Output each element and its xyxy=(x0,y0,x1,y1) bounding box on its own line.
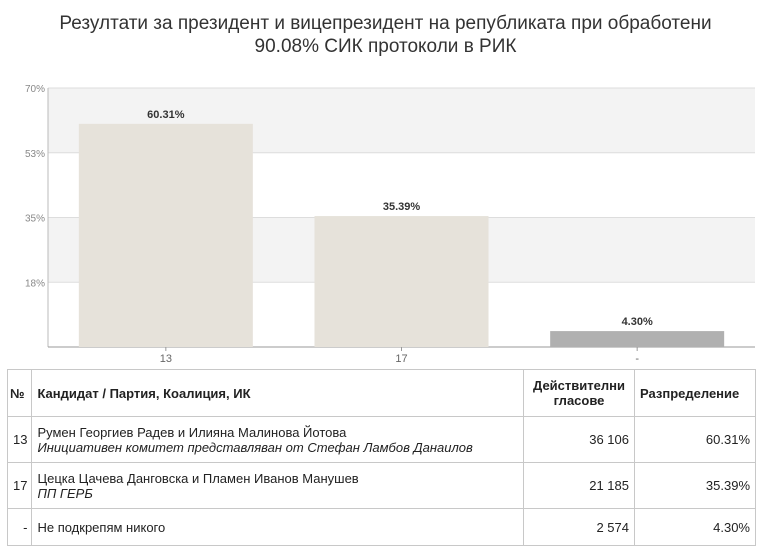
y-tick-label: 70% xyxy=(25,84,45,95)
header-share: Разпределение xyxy=(634,369,756,417)
row-votes: 21 185 xyxy=(523,462,635,509)
chart-title: Резултати за президент и вицепрезидент н… xyxy=(0,12,771,58)
table-row: - Не подкрепям никого 2 574 4.30% xyxy=(6,508,756,546)
table-row: 17 Цецка Цачева Данговска и Пламен Ивано… xyxy=(6,462,756,509)
x-tick-label: 13 xyxy=(160,353,172,365)
x-tick-label: - xyxy=(635,353,639,365)
row-number: 13 xyxy=(6,416,33,463)
bar xyxy=(550,331,725,347)
candidate-name: Цецка Цачева Данговска и Пламен Иванов М… xyxy=(37,470,359,486)
row-share: 4.30% xyxy=(634,508,756,546)
row-candidate: Цецка Цачева Данговска и Пламен Иванов М… xyxy=(31,462,524,509)
row-candidate: Румен Георгиев Радев и Илияна Малинова Й… xyxy=(31,416,524,463)
header-number: № xyxy=(6,369,33,417)
bar xyxy=(78,123,253,347)
row-votes: 2 574 xyxy=(523,508,635,546)
bar xyxy=(314,216,489,347)
party-name: ПП ГЕРБ xyxy=(37,485,93,501)
table-row: 13 Румен Георгиев Радев и Илияна Малинов… xyxy=(6,416,756,463)
data-label: 35.39% xyxy=(383,201,421,213)
row-number: - xyxy=(6,508,33,546)
data-label: 4.30% xyxy=(622,316,653,328)
row-share: 35.39% xyxy=(634,462,756,509)
table-header-row: № Кандидат / Партия, Коалиция, ИК Действ… xyxy=(6,369,756,417)
y-tick-label: 18% xyxy=(25,278,45,289)
y-tick-label: 35% xyxy=(25,214,45,225)
header-votes: Действителни гласове xyxy=(523,369,635,417)
party-name: Инициативен комитет представляван от Сте… xyxy=(37,439,473,455)
chart-title-line-2: 90.08% СИК протоколи в РИК xyxy=(254,36,517,57)
y-tick-label: 53% xyxy=(25,149,45,160)
results-table: № Кандидат / Партия, Коалиция, ИК Действ… xyxy=(6,369,756,546)
header-votes-line-2: гласове xyxy=(553,393,605,408)
row-candidate: Не подкрепям никого xyxy=(31,508,524,546)
bar-chart: 18% 35% 53% 70% 60.31% 13 35.39% 17 4.30% - xyxy=(25,84,755,365)
header-votes-line-1: Действителни xyxy=(533,378,625,393)
candidate-name: Не подкрепям никого xyxy=(37,519,166,535)
row-number: 17 xyxy=(6,462,33,509)
header-candidate: Кандидат / Партия, Коалиция, ИК xyxy=(31,369,524,417)
candidate-name: Румен Георгиев Радев и Илияна Малинова Й… xyxy=(37,424,347,440)
row-share: 60.31% xyxy=(634,416,756,463)
chart-title-line-1: Резултати за президент и вицепрезидент н… xyxy=(59,13,712,34)
row-votes: 36 106 xyxy=(523,416,635,463)
x-tick-label: 17 xyxy=(395,353,407,365)
data-label: 60.31% xyxy=(147,109,185,121)
